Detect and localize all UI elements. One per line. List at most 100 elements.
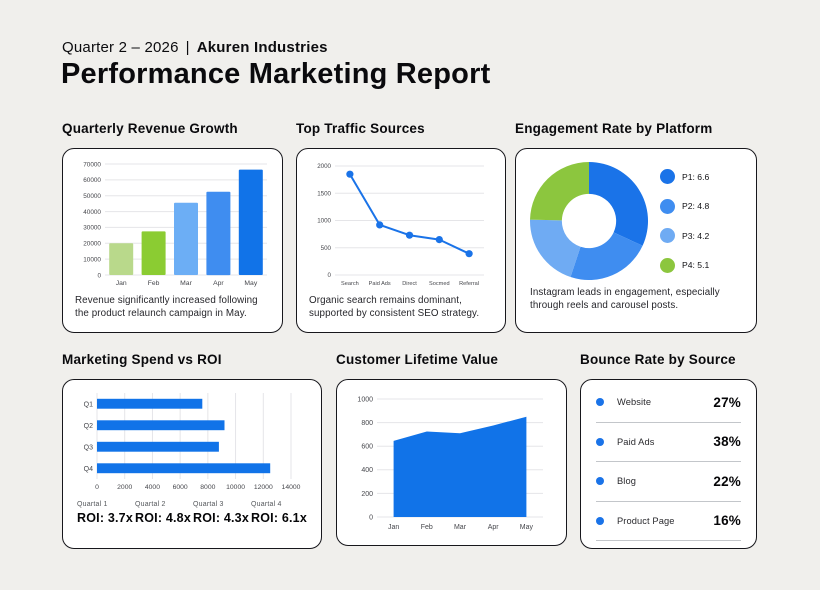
svg-text:1500: 1500 [317,190,331,197]
svg-text:800: 800 [361,420,373,427]
roi-label-q4: Quartal 4 [251,501,282,508]
svg-text:Paid Ads: Paid Ads [369,281,391,287]
bounce-label-website: Website [617,397,652,408]
section-customer-lifetime-value: Customer Lifetime Value 0 200 400 600 800 100… [336,352,567,546]
bounce-dot-icon [596,437,604,446]
svg-text:14000: 14000 [282,484,301,491]
svg-text:0: 0 [97,272,101,279]
svg-text:0: 0 [369,514,373,521]
roi-item-q1: Quartal 1 ROI: 3.7x [77,501,133,525]
section-top-traffic-sources: Top Traffic Sources 0 500 1000 1500 2000 Sear… [296,121,506,333]
roi-value-q4: ROI: 6.1x [251,511,307,525]
legend-swatch-p2 [660,198,675,214]
svg-text:6000: 6000 [173,484,188,491]
legend-label-p2: P2: 4.8 [682,201,710,212]
svg-text:1000: 1000 [317,218,331,225]
svg-text:Q4: Q4 [84,466,93,473]
svg-text:Direct: Direct [402,281,417,287]
svg-text:12000: 12000 [254,484,273,491]
roi-label-q2: Quartal 2 [135,501,166,508]
revenue-bar-chart: 0 10000 20000 30000 40000 50000 60000 70000 Jan F… [75,158,269,288]
svg-text:May: May [244,280,257,287]
svg-text:500: 500 [321,245,332,252]
legend-label-p1: P1: 6.6 [682,171,710,182]
bounce-dot-icon [596,516,604,525]
page-title: Performance Marketing Report [61,58,491,90]
engagement-legend: P1: 6.6 P2: 4.8 P3: 4.2 P4: 5.1 [660,165,709,277]
bounce-value-product-page: 16% [713,513,741,529]
card-top-traffic-sources: 0 500 1000 1500 2000 Search Paid Ads Direct Socm… [296,148,506,333]
svg-text:2000: 2000 [317,163,331,170]
spend-hbar-chart: 0 2000 4000 6000 8000 10000 12000 14000 Q1 Q2 Q3 Q4 [77,390,306,492]
card-engagement-rate: P1: 6.6 P2: 4.8 P3: 4.2 P4: 5.1 [515,148,757,333]
clv-area-chart: 0 200 400 600 800 1000 Jan Feb Mar Apr May [349,390,553,532]
roi-label-q3: Quartal 3 [193,501,224,508]
svg-text:Apr: Apr [213,280,224,287]
svg-text:10000: 10000 [83,256,101,263]
engagement-caption: Instagram leads in engagement, especiall… [530,287,720,312]
roi-item-q4: Quartal 4 ROI: 6.1x [251,501,307,525]
report-subtitle: Quarter 2 – 2026 | Akuren Industries [62,39,328,56]
svg-text:Mar: Mar [180,280,192,287]
svg-text:600: 600 [361,444,373,451]
legend-item-p1: P1: 6.6 [660,169,709,184]
bounce-value-blog: 22% [713,473,741,489]
engagement-chart-row: P1: 6.6 P2: 4.8 P3: 4.2 P4: 5.1 [530,162,742,281]
legend-item-p3: P3: 4.2 [660,228,709,244]
svg-text:70000: 70000 [83,161,101,168]
svg-text:Q3: Q3 [84,444,93,451]
svg-text:Mar: Mar [454,524,467,531]
revenue-caption: Revenue significantly increased followin… [75,295,258,320]
company-name: Akuren Industries [196,39,328,56]
card-title-quarterly-revenue: Quarterly Revenue Growth [62,121,238,136]
bounce-row-product-page: Product Page 16% [596,502,741,541]
svg-text:Q1: Q1 [84,401,93,408]
subtitle-separator: | [185,39,190,56]
bounce-label-blog: Blog [617,476,637,487]
card-customer-lifetime-value: 0 200 400 600 800 1000 Jan Feb Mar Apr May [336,379,567,546]
roi-value-q1: ROI: 3.7x [77,511,133,525]
roi-value-q2: ROI: 4.8x [135,511,191,525]
svg-text:Search: Search [341,281,359,287]
svg-text:Feb: Feb [421,524,433,531]
svg-text:Feb: Feb [148,280,160,287]
card-title-engagement-rate: Engagement Rate by Platform [515,121,713,136]
card-quarterly-revenue: 0 10000 20000 30000 40000 50000 60000 70000 Jan F… [62,148,283,333]
card-title-bounce-rate: Bounce Rate by Source [580,352,736,367]
card-bounce-rate: Website 27% Paid Ads 38% Blog 22% Produc… [580,379,757,549]
svg-text:1000: 1000 [357,396,373,403]
bounce-row-blog: Blog 22% [596,462,741,502]
svg-text:Q2: Q2 [84,423,93,430]
svg-text:200: 200 [361,491,373,498]
bounce-value-paid-ads: 38% [713,434,741,450]
bounce-value-website: 27% [713,394,741,410]
traffic-line-chart: 0 500 1000 1500 2000 Search Paid Ads Direct Socm… [309,158,492,288]
roi-label-q1: Quartal 1 [77,501,108,508]
section-bounce-rate: Bounce Rate by Source Website 27% Paid A… [580,352,757,549]
bounce-dot-icon [596,477,604,486]
svg-text:Apr: Apr [488,524,500,531]
legend-swatch-p1 [660,169,675,184]
svg-text:400: 400 [361,467,373,474]
svg-text:4000: 4000 [145,484,160,491]
legend-swatch-p4 [660,257,675,273]
bounce-dot-icon [596,398,604,407]
roi-item-q3: Quartal 3 ROI: 4.3x [193,501,249,525]
section-engagement-rate: Engagement Rate by Platform P1: 6.6 P2: … [515,121,757,333]
svg-text:Jan: Jan [116,280,127,287]
svg-text:May: May [520,524,534,531]
svg-text:50000: 50000 [83,193,101,200]
legend-label-p4: P4: 5.1 [682,260,710,271]
bounce-label-product-page: Product Page [617,515,675,526]
section-quarterly-revenue: Quarterly Revenue Growth 0 10000 20000 3000… [62,121,283,333]
card-marketing-spend-roi: 0 2000 4000 6000 8000 10000 12000 14000 Q1 Q2 Q3 Q4… [62,379,322,549]
legend-item-p2: P2: 4.8 [660,198,710,214]
svg-text:0: 0 [95,484,99,491]
roi-footer: Quartal 1 ROI: 3.7x Quartal 2 ROI: 4.8x … [77,501,307,525]
svg-text:10000: 10000 [226,484,245,491]
roi-value-q3: ROI: 4.3x [193,511,249,525]
section-marketing-spend-roi: Marketing Spend vs ROI 0 2000 4000 6000 8000… [62,352,322,549]
report-period: Quarter 2 – 2026 [62,39,179,56]
card-title-customer-lifetime-value: Customer Lifetime Value [336,352,499,367]
